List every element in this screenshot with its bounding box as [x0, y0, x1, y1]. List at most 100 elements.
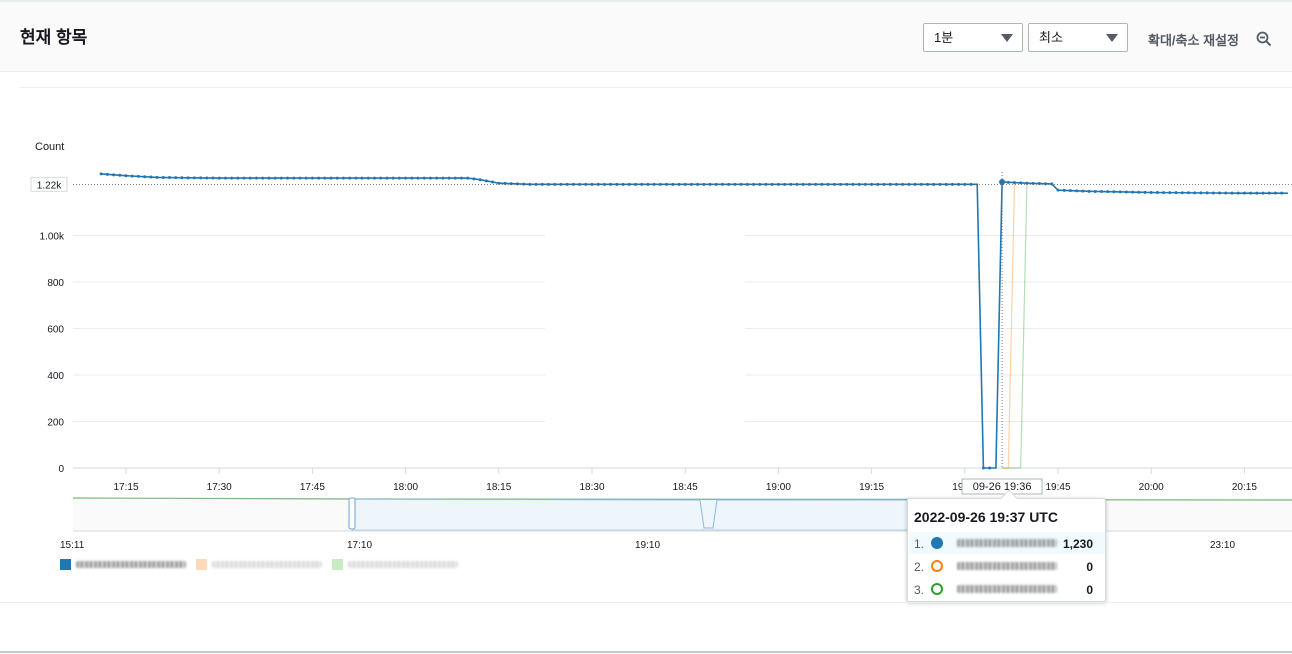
series-point: [205, 176, 209, 180]
y-tick-label: 1.00k: [40, 232, 65, 243]
series-point: [1261, 191, 1265, 195]
series-point: [341, 176, 345, 180]
series-point: [1155, 191, 1159, 195]
tooltip-row-label-redacted: [957, 585, 1057, 593]
x-tick-label: 17:45: [300, 482, 325, 493]
series-point: [428, 176, 432, 180]
series-point: [1205, 191, 1209, 195]
series-point: [671, 182, 675, 186]
series-point: [1280, 191, 1284, 195]
legend-swatch: [332, 559, 343, 570]
legend-item-3[interactable]: [332, 558, 462, 572]
series-point: [242, 176, 246, 180]
series-point: [584, 182, 588, 186]
series-point: [466, 176, 470, 180]
series-point: [217, 176, 221, 180]
series-point: [764, 182, 768, 186]
series-point: [1006, 180, 1010, 184]
series-lines: 09-26 19:36: [99, 172, 1288, 495]
y-marker-label: 1.22k: [37, 180, 62, 191]
series-point: [112, 173, 116, 177]
series-point: [1137, 190, 1141, 194]
series-point: [1186, 191, 1190, 195]
period-select-value: 1분: [934, 30, 954, 45]
series-point: [397, 176, 401, 180]
series-point: [410, 176, 414, 180]
x-tick-label: 18:15: [486, 482, 511, 493]
navigator-tick-label: 17:10: [347, 540, 372, 551]
series-point: [988, 466, 992, 470]
series-point: [913, 182, 917, 186]
series-point: [665, 182, 669, 186]
series-point: [1093, 189, 1097, 193]
series-point: [1168, 191, 1172, 195]
x-tick-label: 19:15: [859, 482, 884, 493]
series-point: [571, 182, 575, 186]
series-point: [254, 176, 258, 180]
series-point: [118, 173, 122, 177]
data-tooltip: 2022-09-26 19:37 UTC 1. 1,230 2. 0 3. 0: [907, 489, 1106, 602]
tooltip-row-label-redacted: [957, 539, 1057, 547]
series-point: [826, 182, 830, 186]
series-point: [1149, 190, 1153, 194]
y-tick-label: 0: [58, 464, 64, 475]
series-point: [1075, 189, 1079, 193]
x-tick-label: 18:30: [579, 482, 604, 493]
series-point: [739, 182, 743, 186]
zoom-reset-button[interactable]: 확대/축소 재설정: [1148, 33, 1239, 48]
series-point: [1131, 190, 1135, 194]
series-point: [360, 176, 364, 180]
series-point: [1013, 181, 1017, 185]
series-point: [211, 176, 215, 180]
series-point: [907, 182, 911, 186]
series-point: [801, 182, 805, 186]
series-point: [441, 176, 445, 180]
series-point: [497, 181, 501, 185]
series-point: [727, 182, 731, 186]
legend-label-redacted: [76, 561, 186, 568]
series-point: [814, 182, 818, 186]
caret-down-icon: [1106, 34, 1118, 42]
x-tick-label: 19:45: [1045, 482, 1070, 493]
legend-item-1[interactable]: [60, 558, 190, 572]
series-point: [1112, 190, 1116, 194]
series-point: [447, 176, 451, 180]
series-point: [926, 182, 930, 186]
series-point: [1174, 191, 1178, 195]
tooltip-row-value: 0: [1086, 560, 1093, 574]
series-point: [292, 176, 296, 180]
series-point: [391, 176, 395, 180]
x-tick-label: 17:30: [207, 482, 232, 493]
series-point: [124, 174, 128, 178]
x-tick-label: 20:15: [1232, 482, 1257, 493]
series-point: [174, 176, 178, 180]
hollow-circle-icon: [931, 560, 943, 572]
legend-item-2[interactable]: [196, 558, 326, 572]
series-point: [553, 182, 557, 186]
navigator-tick-label: 19:10: [635, 540, 660, 551]
header-separator: [20, 87, 1292, 88]
series-point: [515, 182, 519, 186]
navigator-selection: [351, 498, 913, 531]
zoom-out-icon[interactable]: [1256, 31, 1272, 47]
y-tick-label: 800: [47, 278, 64, 289]
series-point: [646, 182, 650, 186]
series-point: [1273, 191, 1277, 195]
series-point: [758, 182, 762, 186]
x-tick-label: 18:45: [673, 482, 698, 493]
period-select[interactable]: 1분: [923, 23, 1023, 52]
series-point: [1180, 191, 1184, 195]
navigator-tick-label: 15:11: [60, 540, 85, 551]
series-point: [136, 174, 140, 178]
series-point: [919, 182, 923, 186]
navigator-handle-left: [348, 497, 356, 530]
series-point: [155, 175, 159, 179]
series-point: [733, 182, 737, 186]
series-point: [298, 176, 302, 180]
footer-border: [0, 651, 1292, 653]
series-point: [373, 176, 377, 180]
series-point: [509, 182, 513, 186]
statistic-select[interactable]: 최소: [1028, 23, 1128, 52]
y-tick-label: 400: [47, 371, 64, 382]
series-point: [161, 175, 165, 179]
